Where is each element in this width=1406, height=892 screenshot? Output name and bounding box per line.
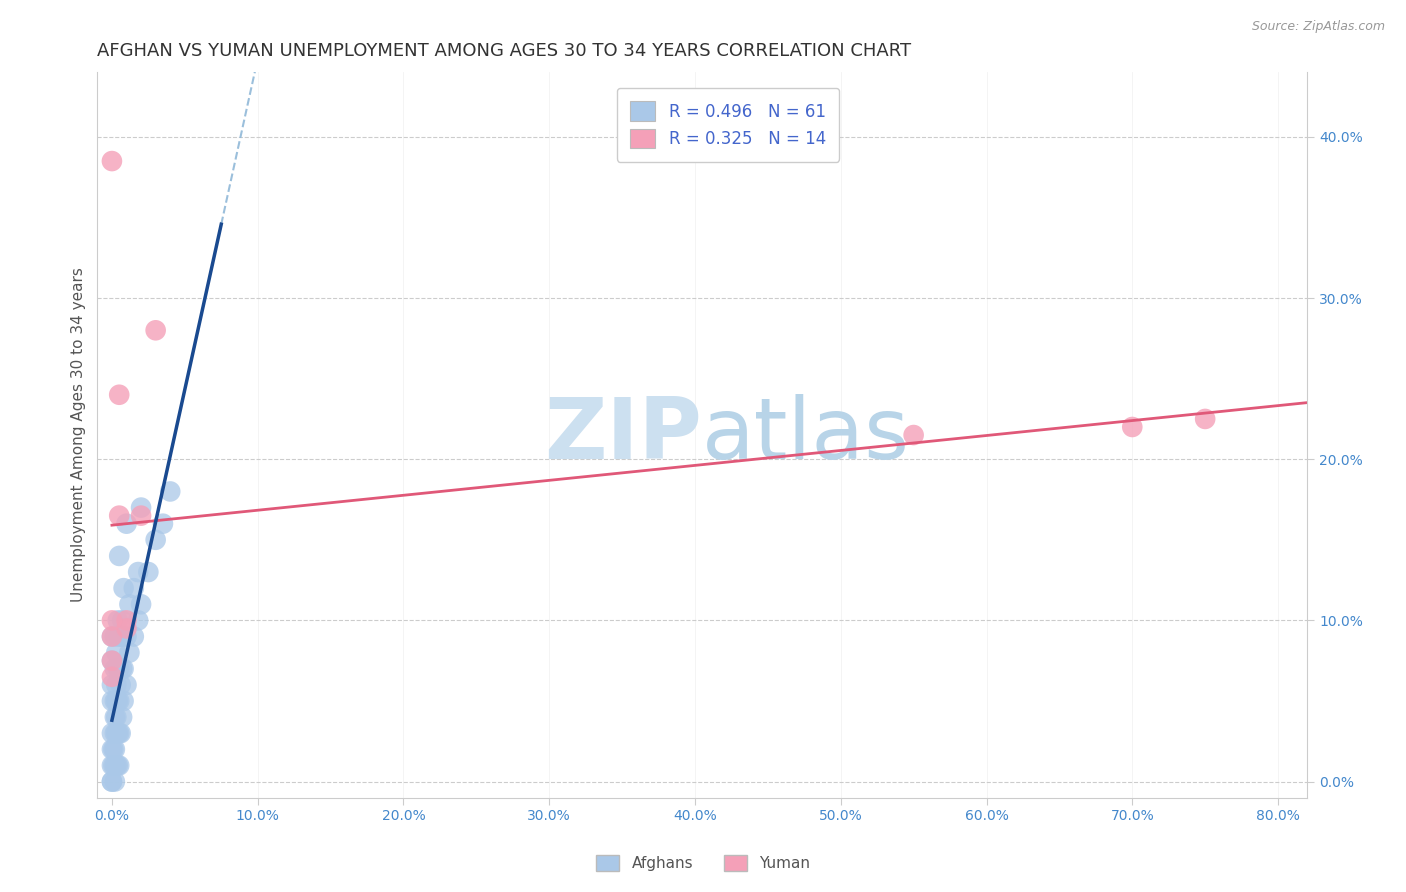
Point: [115, 630, 138, 644]
Point: [104, 662, 127, 676]
Text: AFGHAN VS YUMAN UNEMPLOYMENT AMONG AGES 30 TO 34 YEARS CORRELATION CHART: AFGHAN VS YUMAN UNEMPLOYMENT AMONG AGES …: [97, 42, 911, 60]
Point: [104, 726, 127, 740]
Text: Source: ZipAtlas.com: Source: ZipAtlas.com: [1251, 20, 1385, 33]
Point: [101, 614, 124, 628]
Point: [101, 670, 124, 684]
Point: [110, 630, 132, 644]
Point: [111, 710, 134, 724]
Point: [101, 694, 124, 708]
Point: [105, 678, 128, 692]
Legend: R = 0.496   N = 61, R = 0.325   N = 14: R = 0.496 N = 61, R = 0.325 N = 14: [617, 88, 839, 161]
Point: [115, 614, 138, 628]
Point: [115, 516, 138, 531]
Point: [122, 581, 145, 595]
Legend: Afghans, Yuman: Afghans, Yuman: [591, 849, 815, 877]
Point: [110, 678, 132, 692]
Point: [103, 758, 125, 772]
Point: [105, 694, 128, 708]
Point: [122, 630, 145, 644]
Point: [104, 630, 127, 644]
Text: atlas: atlas: [702, 393, 910, 476]
Point: [108, 549, 131, 563]
Point: [110, 726, 132, 740]
Text: ZIP: ZIP: [544, 393, 702, 476]
Point: [101, 678, 124, 692]
Point: [118, 646, 141, 660]
Point: [105, 758, 128, 772]
Point: [111, 662, 134, 676]
Point: [104, 742, 127, 756]
Point: [107, 726, 129, 740]
Point: [108, 726, 131, 740]
Point: [101, 726, 124, 740]
Point: [101, 654, 124, 668]
Point: [104, 758, 127, 772]
Point: [129, 508, 152, 523]
Point: [108, 388, 131, 402]
Point: [145, 323, 167, 337]
Point: [108, 662, 131, 676]
Point: [112, 662, 135, 676]
Point: [107, 614, 129, 628]
Point: [111, 614, 134, 628]
Point: [105, 710, 128, 724]
Point: [129, 500, 152, 515]
Point: [112, 694, 135, 708]
Point: [129, 597, 152, 611]
Point: [112, 581, 135, 595]
Point: [107, 758, 129, 772]
Point: [101, 154, 124, 169]
Point: [1194, 412, 1216, 426]
Point: [101, 630, 124, 644]
Point: [103, 742, 125, 756]
Point: [152, 516, 174, 531]
Point: [105, 726, 128, 740]
Point: [104, 694, 127, 708]
Point: [101, 630, 124, 644]
Point: [107, 694, 129, 708]
Point: [105, 646, 128, 660]
Point: [108, 508, 131, 523]
Point: [108, 630, 131, 644]
Point: [101, 742, 124, 756]
Point: [138, 565, 160, 579]
Point: [101, 654, 124, 668]
Point: [108, 694, 131, 708]
Point: [145, 533, 167, 547]
Point: [127, 565, 149, 579]
Point: [127, 614, 149, 628]
Point: [159, 484, 181, 499]
Point: [107, 662, 129, 676]
Point: [903, 428, 925, 442]
Y-axis label: Unemployment Among Ages 30 to 34 years: Unemployment Among Ages 30 to 34 years: [72, 268, 86, 602]
Point: [1121, 420, 1143, 434]
Point: [115, 622, 138, 636]
Point: [118, 597, 141, 611]
Point: [115, 678, 138, 692]
Point: [104, 774, 127, 789]
Point: [101, 758, 124, 772]
Point: [101, 774, 124, 789]
Point: [101, 774, 124, 789]
Point: [108, 758, 131, 772]
Point: [104, 710, 127, 724]
Point: [112, 630, 135, 644]
